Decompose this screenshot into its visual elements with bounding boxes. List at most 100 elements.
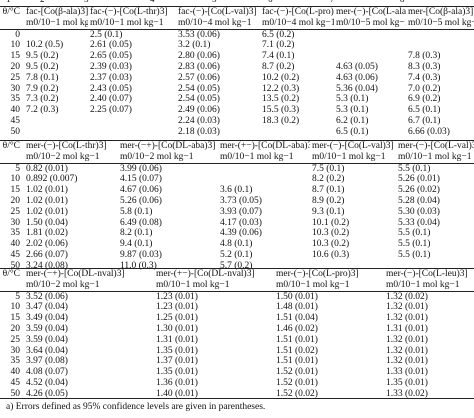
solubility-cell: 5.26 (0.01) bbox=[398, 174, 440, 185]
solubility-cell: 4.39 (0.06) bbox=[220, 228, 262, 239]
solubility-cell: 2.24 (0.03) bbox=[178, 115, 220, 126]
cropped-glyph: 1 bbox=[6, 0, 11, 4]
solubility-cell: 1.50 (0.01) bbox=[276, 291, 318, 302]
solubility-cell: 7.1 (0.2) bbox=[262, 40, 295, 51]
solubility-cell bbox=[218, 163, 310, 174]
solubility-cell: 1.33 (0.02) bbox=[386, 388, 428, 399]
solubility-cell: 15.5 (0.3) bbox=[262, 105, 300, 116]
table-row: 45 4.52 (0.04) 1.36 (0.01) 1.52 (0.01) 1.35 … bbox=[0, 378, 474, 389]
solubility-cell: 11.0 (0.3) bbox=[120, 260, 157, 271]
solubility-cell: 1.35 (0.01) bbox=[156, 345, 198, 356]
solubility-cell: 7.4 (0.3) bbox=[408, 72, 441, 83]
solubility-cell: 13.5 (0.2) bbox=[262, 94, 300, 105]
solubility-cell: 7.9 (0.2) bbox=[26, 83, 59, 94]
solubility-cell: 2.02 (0.06) bbox=[26, 239, 68, 250]
solubility-cell: 2.80 (0.06) bbox=[178, 51, 220, 62]
solubility-cell: 3.59 (0.04) bbox=[26, 334, 68, 345]
solubility-cell: 1.02 (0.01) bbox=[26, 195, 68, 206]
solubility-cell: 1.32 (0.01) bbox=[386, 334, 428, 345]
solubility-cell: 1.37 (0.01) bbox=[156, 356, 198, 367]
solubility-cell: 1.32 (0.01) bbox=[386, 302, 428, 313]
solubility-cell: 7.0 (0.2) bbox=[408, 83, 441, 94]
solubility-cell: 7.3 (0.2) bbox=[26, 94, 59, 105]
temperature-cell: 5 bbox=[15, 163, 20, 174]
solubility-cell bbox=[24, 116, 88, 127]
solubility-cell: 1.36 (0.01) bbox=[156, 377, 198, 388]
solubility-cell: 7.5 (0.1) bbox=[312, 163, 345, 174]
solubility-cell: 1.46 (0.02) bbox=[276, 323, 318, 334]
solubility-cell: 1.32 (0.01) bbox=[386, 345, 428, 356]
solubility-cell bbox=[24, 127, 88, 138]
table-row: 30 7.9 (0.2) 2.43 (0.05) 2.54 (0.05) 12.2 (0… bbox=[0, 84, 474, 95]
table-row: 20 1.02 (0.01) 5.26 (0.06) 3.73 (0.05) 8.9 (… bbox=[0, 196, 474, 207]
table-row: 10 3.47 (0.04) 1.23 (0.01) 1.48 (0.01) 1.32 … bbox=[0, 302, 474, 313]
temperature-cell: 20 bbox=[10, 61, 21, 72]
solubility-cell: 6.66 (0.03) bbox=[408, 126, 450, 137]
solubility-cell: 5.3 (0.1) bbox=[336, 94, 369, 105]
table-row: 20 9.5 (0.2) 2.39 (0.03) 2.83 (0.06) 8.7 (0.… bbox=[0, 62, 474, 73]
solubility-cell: 6.5 (0.1) bbox=[336, 126, 369, 137]
cropped-glyph: 7 bbox=[330, 0, 335, 4]
solubility-cell: 1.02 (0.01) bbox=[26, 206, 68, 217]
solubility-cell: 9.87 (0.03) bbox=[120, 249, 162, 260]
solubility-cell: 4.17 (0.03) bbox=[220, 217, 262, 228]
solubility-cell: 1.32 (0.02) bbox=[386, 291, 428, 302]
solubility-cell: 1.32 (0.01) bbox=[386, 356, 428, 367]
temperature-cell: 10 bbox=[10, 302, 21, 313]
solubility-cell: 8.7 (0.2) bbox=[262, 61, 295, 72]
compound-header: mer-(−+)-[Co(DL-aba)3] bbox=[120, 141, 216, 151]
table-row: 40 4.08 (0.07) 1.35 (0.01) 1.52 (0.01) 1.33 … bbox=[0, 367, 474, 378]
unit-label: m0/10−2 mol kg−1 bbox=[118, 151, 218, 164]
solubility-cell: 5.8 (0.1) bbox=[120, 206, 153, 217]
solubility-table-1: θ/°C fac-[Co(β-ala)3] fac-(−)-[Co(L-thr)3… bbox=[0, 6, 474, 138]
table-row: 40 7.2 (0.3) 2.25 (0.07) 2.49 (0.06) 15.5 (0… bbox=[0, 105, 474, 116]
temperature-cell: 35 bbox=[10, 356, 21, 367]
table-row: 5 3.52 (0.06) 1.23 (0.01) 1.50 (0.01) 1.32 (… bbox=[0, 291, 474, 302]
temperature-cell: 40 bbox=[10, 105, 21, 116]
solubility-cell: 1.33 (0.01) bbox=[386, 367, 428, 378]
solubility-cell: 9.5 (0.2) bbox=[26, 51, 59, 62]
table-row: 25 3.59 (0.04) 1.31 (0.01) 1.51 (0.01) 1.32 … bbox=[0, 335, 474, 346]
solubility-cell: 1.48 (0.01) bbox=[276, 302, 318, 313]
temperature-cell: 20 bbox=[10, 195, 21, 206]
table-row: 25 1.02 (0.01) 5.8 (0.1) 3.93 (0.07) 9.3 (0.… bbox=[0, 207, 474, 218]
cropped-glyph: 2 bbox=[40, 0, 45, 4]
solubility-cell: 4.63 (0.05) bbox=[336, 61, 378, 72]
unit-label: m0/10−2 mol kg−1 bbox=[24, 279, 154, 292]
solubility-cell: 1.02 (0.01) bbox=[26, 185, 68, 196]
compound-header: mer-(−+)-[Co(DL-nval)3] bbox=[26, 269, 125, 279]
solubility-cell: 1.81 (0.02) bbox=[26, 228, 68, 239]
temperature-cell: 40 bbox=[10, 367, 21, 378]
solubility-cell: 1.31 (0.01) bbox=[386, 323, 428, 334]
solubility-cell: 1.51 (0.02) bbox=[276, 345, 318, 356]
solubility-cell bbox=[406, 40, 474, 51]
solubility-cell: 7.4 (0.1) bbox=[262, 51, 295, 62]
temperature-cell: 45 bbox=[10, 115, 21, 126]
solubility-cell: 9.5 (0.2) bbox=[26, 61, 59, 72]
solubility-cell: 5.26 (0.06) bbox=[120, 195, 162, 206]
compound-header: mer-(−)-[Co(L-leu)3] bbox=[386, 269, 468, 279]
temperature-cell: 0 bbox=[15, 29, 20, 40]
solubility-cell: 8.2 (0.1) bbox=[120, 228, 153, 239]
solubility-cell bbox=[260, 127, 334, 138]
solubility-cell: 6.49 (0.08) bbox=[120, 217, 162, 228]
unit-label: m0/10−1 mol kg−1 bbox=[154, 279, 274, 292]
table-row: 10 0.892 (0.007) 4.15 (0.07) 8.2 (0.2) 5.26 … bbox=[0, 174, 474, 185]
solubility-cell: 1.23 (0.01) bbox=[156, 302, 198, 313]
solubility-cell: 6.5 (0.2) bbox=[262, 29, 295, 40]
table-row: 20 3.59 (0.04) 1.30 (0.01) 1.46 (0.02) 1.31 … bbox=[0, 324, 474, 335]
solubility-cell bbox=[334, 29, 406, 40]
solubility-cell: 8.7 (0.1) bbox=[312, 185, 345, 196]
unit-label: m0/10−1 mol kg−1 bbox=[384, 279, 474, 292]
compound-header: fac-[Co(β-ala)3] bbox=[26, 7, 88, 17]
solubility-cell: 5.5 (0.1) bbox=[398, 228, 431, 239]
unit-label: m0/10−1 mol kg−1 bbox=[88, 17, 176, 30]
solubility-cell: 3.73 (0.05) bbox=[220, 195, 262, 206]
temperature-cell: 40 bbox=[10, 239, 21, 250]
table-row: 15 1.02 (0.01) 4.67 (0.06) 3.6 (0.1) 8.7 (0.… bbox=[0, 185, 474, 196]
solubility-cell: 3.97 (0.08) bbox=[26, 356, 68, 367]
solubility-cell: 6.7 (0.1) bbox=[408, 115, 441, 126]
solubility-cell: 5.28 (0.04) bbox=[398, 195, 440, 206]
solubility-cell: 4.67 (0.06) bbox=[120, 185, 162, 196]
solubility-cell bbox=[406, 29, 474, 40]
